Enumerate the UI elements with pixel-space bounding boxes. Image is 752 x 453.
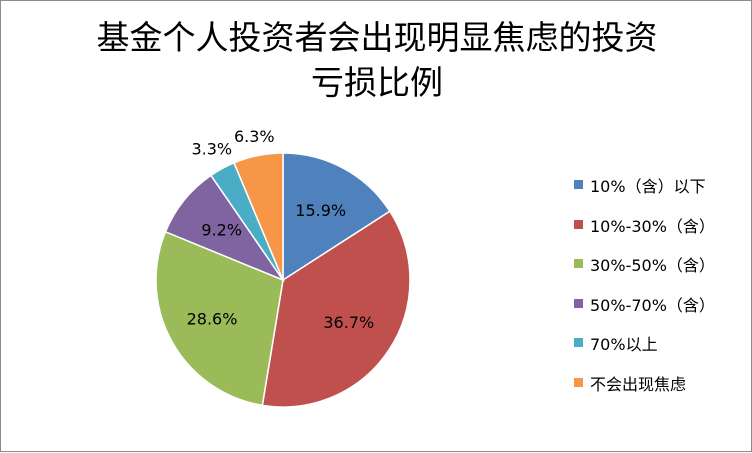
legend-swatch-4 bbox=[574, 298, 583, 308]
legend-item-1: 10%（含）以下 bbox=[574, 169, 750, 209]
legend-swatch-1 bbox=[574, 180, 583, 189]
pie-label-1: 15.9% bbox=[295, 201, 346, 220]
legend-label-6: 不会出现焦虑 bbox=[590, 374, 687, 394]
legend-label-3: 30%-50%（含） bbox=[590, 256, 715, 276]
pie-slice-6 bbox=[233, 152, 284, 281]
legend-swatch-5 bbox=[574, 338, 583, 348]
pie-label-6: 6.3% bbox=[234, 127, 275, 146]
chart-title: 基金个人投资者会出现明显焦虑的投资 亏损比例 bbox=[1, 15, 752, 105]
legend: 10%（含）以下 10%-30%（含） 30%-50%（含） 50%-70%（含… bbox=[574, 169, 750, 407]
legend-label-5: 70%以上 bbox=[590, 335, 658, 355]
legend-item-4: 50%-70%（含） bbox=[574, 288, 750, 328]
legend-item-2: 10%-30%（含） bbox=[574, 209, 750, 249]
legend-item-6: 不会出现焦虑 bbox=[574, 367, 750, 407]
legend-swatch-6 bbox=[574, 377, 583, 387]
pie-label-4: 9.2% bbox=[201, 221, 242, 240]
pie-label-5: 3.3% bbox=[191, 140, 232, 159]
legend-label-2: 10%-30%（含） bbox=[590, 216, 715, 236]
pie-label-3: 28.6% bbox=[187, 310, 238, 329]
legend-swatch-3 bbox=[574, 259, 583, 269]
legend-item-5: 70%以上 bbox=[574, 327, 750, 367]
pie-slice-1 bbox=[282, 152, 391, 282]
pie-slice-2 bbox=[261, 210, 411, 408]
legend-item-3: 30%-50%（含） bbox=[574, 248, 750, 288]
legend-swatch-2 bbox=[574, 219, 583, 229]
chart-title-line-2: 亏损比例 bbox=[311, 63, 443, 102]
legend-label-1: 10%（含）以下 bbox=[590, 177, 706, 196]
chart-title-line-1: 基金个人投资者会出现明显焦虑的投资 bbox=[96, 18, 658, 57]
pie-slice-3 bbox=[155, 230, 284, 407]
pie-label-2: 36.7% bbox=[323, 313, 374, 332]
legend-label-4: 50%-70%（含） bbox=[590, 295, 715, 315]
